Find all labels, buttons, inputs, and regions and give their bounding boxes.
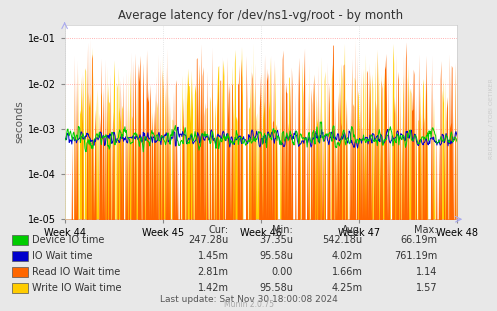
Bar [12,251,28,261]
Text: Last update: Sat Nov 30 18:00:08 2024: Last update: Sat Nov 30 18:00:08 2024 [160,295,337,304]
Bar [12,235,28,245]
Text: Min:: Min: [272,225,293,235]
Text: 4.25m: 4.25m [331,283,363,293]
Text: Cur:: Cur: [209,225,229,235]
Text: 4.02m: 4.02m [332,251,363,261]
Text: 0.00: 0.00 [272,267,293,277]
Text: 95.58u: 95.58u [259,251,293,261]
Title: Average latency for /dev/ns1-vg/root - by month: Average latency for /dev/ns1-vg/root - b… [118,9,404,22]
Text: Write IO Wait time: Write IO Wait time [32,283,122,293]
Text: 761.19m: 761.19m [394,251,437,261]
Text: RRDTOOL / TOBI OETIKER: RRDTOOL / TOBI OETIKER [489,78,494,159]
Text: Avg:: Avg: [341,225,363,235]
Text: Max:: Max: [414,225,437,235]
Text: IO Wait time: IO Wait time [32,251,93,261]
Text: 1.45m: 1.45m [198,251,229,261]
Text: 2.81m: 2.81m [198,267,229,277]
Text: 1.57: 1.57 [415,283,437,293]
Text: 66.19m: 66.19m [401,235,437,245]
Bar [12,267,28,277]
Text: 1.66m: 1.66m [332,267,363,277]
Y-axis label: seconds: seconds [15,101,25,143]
Text: 37.35u: 37.35u [259,235,293,245]
Bar [12,282,28,293]
Text: Read IO Wait time: Read IO Wait time [32,267,121,277]
Text: Device IO time: Device IO time [32,235,105,245]
Text: Munin 2.0.75: Munin 2.0.75 [224,300,273,309]
Text: 95.58u: 95.58u [259,283,293,293]
Text: 1.14: 1.14 [416,267,437,277]
Text: 247.28u: 247.28u [188,235,229,245]
Text: 1.42m: 1.42m [198,283,229,293]
Text: 542.18u: 542.18u [323,235,363,245]
